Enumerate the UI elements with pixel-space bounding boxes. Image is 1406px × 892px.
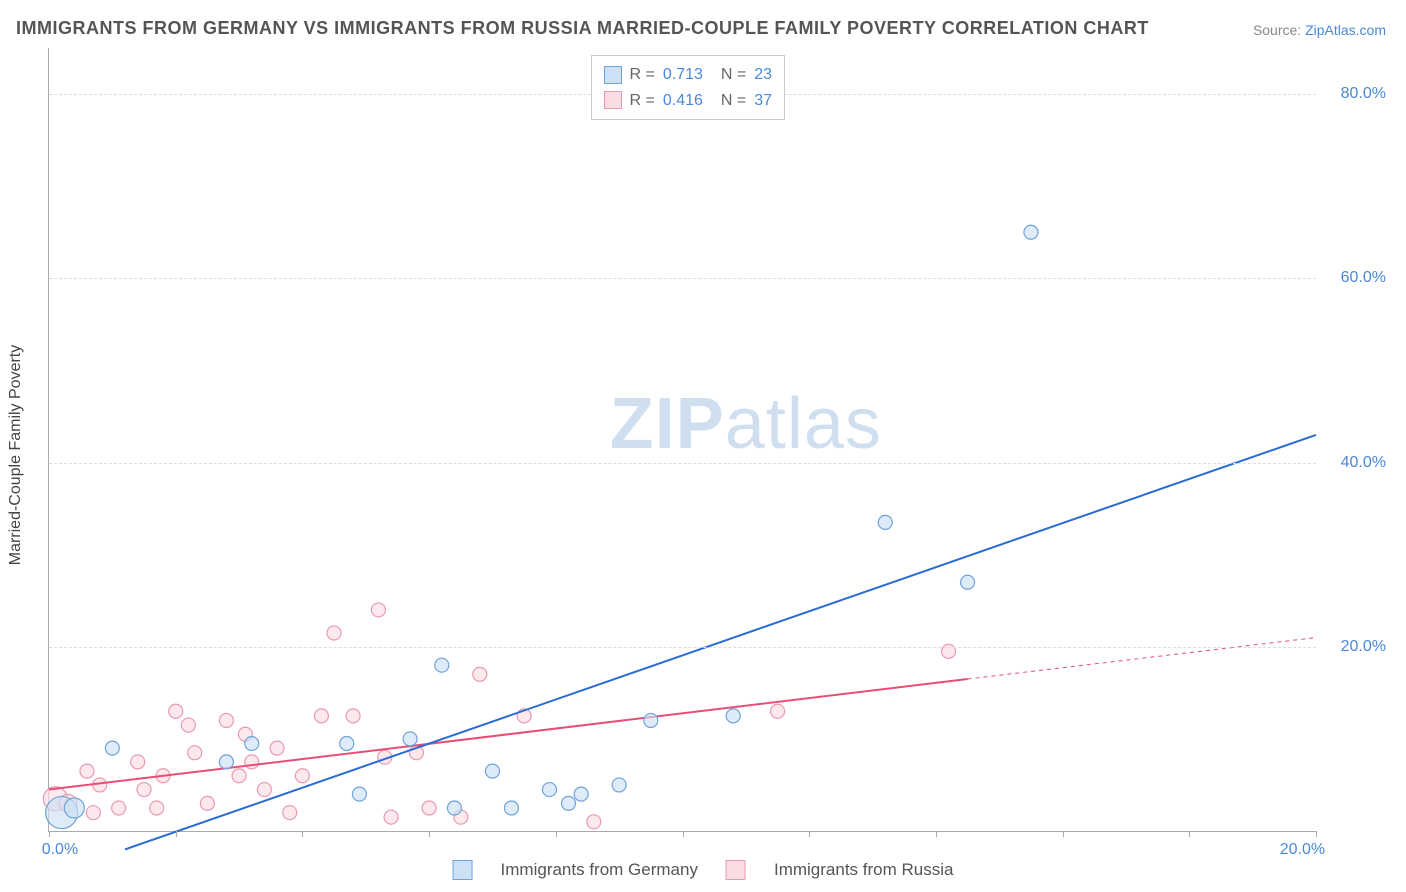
russia-point — [257, 783, 271, 797]
x-tick — [936, 831, 937, 837]
russia-point — [112, 801, 126, 815]
russia-point — [188, 746, 202, 760]
germany-point — [403, 732, 417, 746]
germany-point — [105, 741, 119, 755]
germany-point — [245, 736, 259, 750]
germany-point — [1024, 225, 1038, 239]
germany-point — [447, 801, 461, 815]
germany-point — [574, 787, 588, 801]
germany-point — [726, 709, 740, 723]
source-attribution: Source: ZipAtlas.com — [1253, 22, 1386, 38]
russia-point — [283, 806, 297, 820]
y-tick-label: 20.0% — [1326, 638, 1386, 656]
x-tick — [556, 831, 557, 837]
x-tick — [49, 831, 50, 837]
germany-point — [64, 798, 84, 818]
russia-point — [137, 783, 151, 797]
y-tick-label: 80.0% — [1326, 85, 1386, 103]
russia-point — [270, 741, 284, 755]
russia-point — [181, 718, 195, 732]
germany-point — [219, 755, 233, 769]
stats-legend: R = 0.713 N = 23 R = 0.416 N = 37 — [591, 55, 786, 120]
germany-point — [878, 515, 892, 529]
germany-point — [485, 764, 499, 778]
n-label: N = — [721, 88, 746, 114]
germany-point — [644, 713, 658, 727]
russia-point — [473, 667, 487, 681]
germany-point — [340, 736, 354, 750]
x-tick-label: 0.0% — [42, 841, 78, 859]
russia-point — [219, 713, 233, 727]
plot-area: ZIPatlas 20.0%40.0%60.0%80.0%0.0%20.0% — [48, 48, 1316, 832]
y-axis-label: Married-Couple Family Poverty — [7, 345, 25, 566]
swatch-germany-icon — [453, 860, 473, 880]
russia-point — [314, 709, 328, 723]
russia-point — [295, 769, 309, 783]
germany-point — [352, 787, 366, 801]
russia-trendline — [49, 679, 968, 790]
stats-row-russia: R = 0.416 N = 37 — [604, 88, 773, 114]
russia-point — [587, 815, 601, 829]
x-tick — [176, 831, 177, 837]
swatch-russia-icon — [604, 91, 622, 109]
russia-r-value: 0.416 — [663, 88, 703, 114]
germany-point — [435, 658, 449, 672]
r-label: R = — [630, 62, 655, 88]
y-tick-label: 40.0% — [1326, 454, 1386, 472]
plot-svg — [49, 48, 1316, 831]
germany-point — [504, 801, 518, 815]
stats-row-germany: R = 0.713 N = 23 — [604, 62, 773, 88]
germany-r-value: 0.713 — [663, 62, 703, 88]
russia-point — [346, 709, 360, 723]
x-tick — [302, 831, 303, 837]
x-tick — [809, 831, 810, 837]
germany-point — [612, 778, 626, 792]
x-tick — [1063, 831, 1064, 837]
x-tick — [683, 831, 684, 837]
legend-label-russia: Immigrants from Russia — [774, 860, 953, 880]
russia-point — [80, 764, 94, 778]
gridline — [49, 278, 1316, 279]
germany-trendline — [125, 435, 1316, 850]
germany-point — [961, 575, 975, 589]
russia-point — [200, 796, 214, 810]
russia-point — [771, 704, 785, 718]
germany-n-value: 23 — [754, 62, 772, 88]
r-label: R = — [630, 88, 655, 114]
germany-point — [561, 796, 575, 810]
russia-point — [371, 603, 385, 617]
source-label: Source: — [1253, 22, 1305, 38]
x-tick — [1189, 831, 1190, 837]
russia-point — [232, 769, 246, 783]
gridline — [49, 647, 1316, 648]
n-label: N = — [721, 62, 746, 88]
russia-point — [384, 810, 398, 824]
chart-title: IMMIGRANTS FROM GERMANY VS IMMIGRANTS FR… — [16, 18, 1149, 39]
x-tick-label: 20.0% — [1280, 841, 1325, 859]
y-tick-label: 60.0% — [1326, 269, 1386, 287]
russia-point — [86, 806, 100, 820]
russia-n-value: 37 — [754, 88, 772, 114]
russia-point — [150, 801, 164, 815]
swatch-germany-icon — [604, 66, 622, 84]
x-tick — [1316, 831, 1317, 837]
russia-point — [169, 704, 183, 718]
chart-container: IMMIGRANTS FROM GERMANY VS IMMIGRANTS FR… — [0, 0, 1406, 892]
russia-point — [327, 626, 341, 640]
series-legend: Immigrants from Germany Immigrants from … — [453, 860, 954, 880]
russia-trendline-extrapolated — [968, 638, 1316, 679]
germany-point — [542, 783, 556, 797]
russia-point — [131, 755, 145, 769]
swatch-russia-icon — [726, 860, 746, 880]
gridline — [49, 463, 1316, 464]
x-tick — [429, 831, 430, 837]
russia-point — [422, 801, 436, 815]
legend-label-germany: Immigrants from Germany — [501, 860, 698, 880]
russia-point — [245, 755, 259, 769]
source-link[interactable]: ZipAtlas.com — [1305, 22, 1386, 38]
